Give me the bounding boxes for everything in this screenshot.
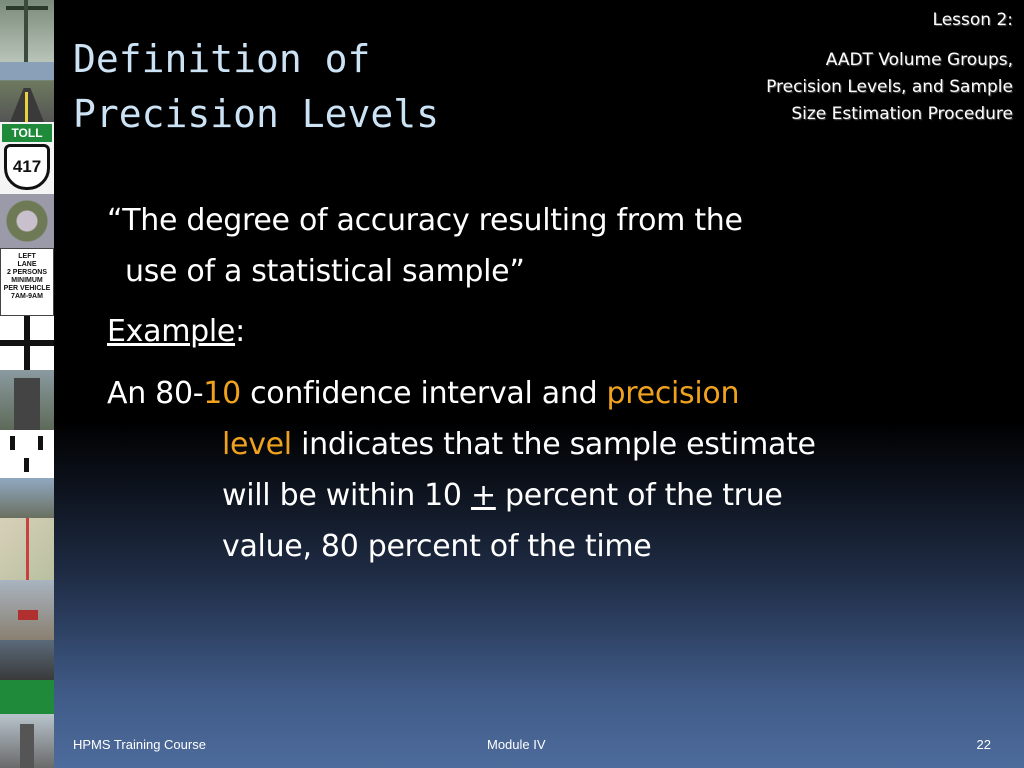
freeway-photo [0,714,54,768]
map-photo [0,518,54,580]
definition-quote: “The degree of accuracy resulting from t… [107,195,957,297]
lesson-topic-line: AADT Volume Groups, [825,50,1013,70]
quote-line: “The degree of accuracy resulting from t… [107,203,743,238]
slide-title-line: Definition of [73,37,371,81]
lane-sign-line: 7AM-9AM [11,293,43,300]
example-heading: Example: [107,307,957,357]
photo-filmstrip: TOLL 417 LEFT LANE 2 PERSONS MINIMUM PER… [0,0,54,768]
toll-route-sign: TOLL 417 [0,122,54,194]
highlight-term: precision [606,376,740,411]
lane-sign-line: 2 PERSONS [6,269,48,276]
highway-photo [0,62,54,122]
lane-sign-line: PER VEHICLE [3,285,51,292]
body-text: An 80- [107,376,204,411]
lane-sign-line: MINIMUM [11,277,43,284]
footer-module: Module IV [487,737,546,752]
example-colon: : [235,314,245,349]
highlight-number: 10 [203,376,241,411]
lesson-topic: AADT Volume Groups, Precision Levels, an… [766,47,1013,128]
street-photo [0,580,54,640]
slide-content: “The degree of accuracy resulting from t… [107,195,957,572]
road-photo [0,370,54,430]
page-number: 22 [976,737,991,752]
lane-sign-line: LEFT [18,253,36,260]
interchange-photo [0,478,54,518]
footer-course: HPMS Training Course [73,737,206,752]
traffic-signal-diagram [0,430,54,478]
roundabout-photo [0,194,54,248]
lesson-topic-line: Precision Levels, and Sample [766,77,1013,97]
body-line: level indicates that the sample estimate [107,419,957,470]
toll-sign-label: TOLL [2,124,52,142]
slide-title-line: Precision Levels [73,92,440,136]
plus-minus-symbol: + [470,478,496,513]
body-text: indicates that the sample estimate [291,427,816,462]
body-text: will be within 10 [222,478,471,513]
body-text: confidence interval and [240,376,607,411]
highlight-term: level [222,427,292,462]
traffic-photo [0,640,54,680]
lesson-topic-line: Size Estimation Procedure [791,104,1013,124]
slide-title: Definition of Precision Levels [73,32,439,142]
quote-line: use of a statistical sample” [125,254,525,289]
lesson-header: Lesson 2: AADT Volume Groups, Precision … [766,7,1013,128]
body-line: value, 80 percent of the time [222,529,652,564]
example-label: Example [107,314,236,349]
body-line: will be within 10 + percent of the true [107,470,957,521]
lane-sign-line: LANE [17,261,37,268]
route-shield: 417 [4,144,50,190]
body-text: percent of the true [495,478,783,513]
example-body: An 80-10 confidence interval and precisi… [107,368,957,572]
overhead-sign-photo [0,0,54,62]
guide-sign-photo [0,680,54,714]
hov-lane-sign: LEFT LANE 2 PERSONS MINIMUM PER VEHICLE … [0,248,54,316]
intersection-diagram [0,316,54,370]
lesson-label: Lesson 2: [932,10,1013,30]
